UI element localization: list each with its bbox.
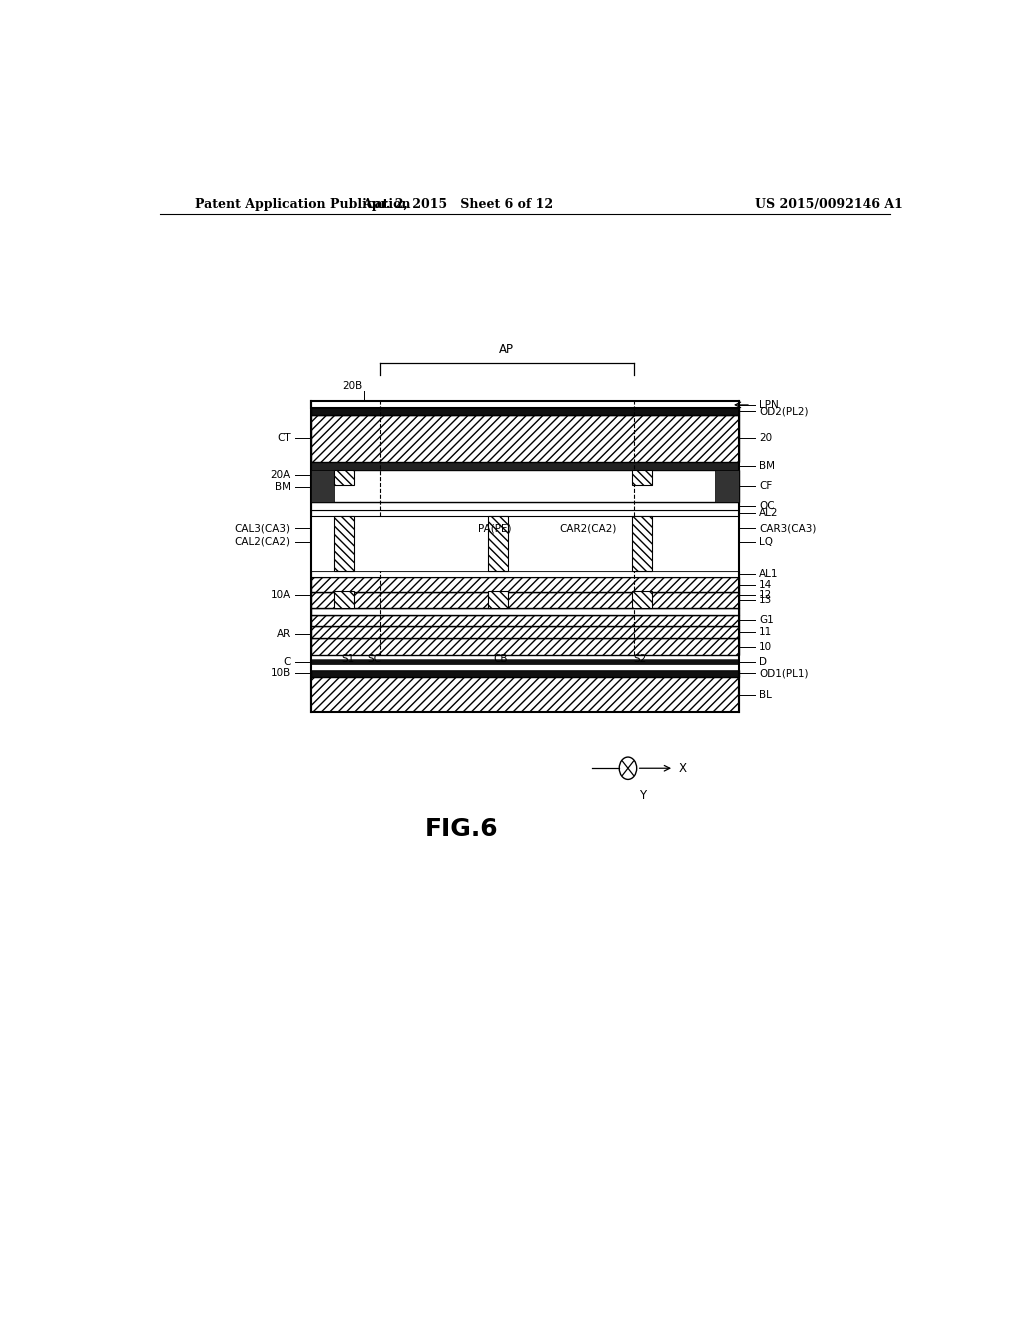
- Bar: [310, 502, 739, 510]
- Text: CF: CF: [759, 482, 772, 491]
- Bar: [310, 470, 739, 502]
- Bar: [487, 516, 508, 572]
- Text: C: C: [284, 656, 291, 667]
- Text: G1: G1: [759, 615, 774, 626]
- Bar: [334, 470, 353, 484]
- Bar: [310, 577, 739, 593]
- Text: OD2(PL2): OD2(PL2): [759, 407, 808, 417]
- Text: 10: 10: [759, 642, 772, 652]
- Text: LQ: LQ: [759, 537, 773, 546]
- Text: LPN: LPN: [759, 400, 778, 411]
- Text: BM: BM: [759, 462, 775, 471]
- Bar: [334, 516, 353, 572]
- Text: X: X: [679, 762, 687, 775]
- Text: CAR2(CA2): CAR2(CA2): [559, 523, 617, 533]
- Bar: [310, 401, 739, 408]
- Bar: [310, 626, 739, 638]
- Text: BM: BM: [274, 482, 291, 491]
- Text: Patent Application Publication: Patent Application Publication: [196, 198, 411, 211]
- Bar: [310, 615, 739, 626]
- Bar: [334, 591, 353, 607]
- Bar: [310, 572, 739, 577]
- Text: S2: S2: [633, 653, 646, 664]
- Bar: [310, 510, 739, 516]
- Bar: [310, 664, 739, 669]
- Text: AP: AP: [499, 343, 514, 355]
- Bar: [310, 669, 739, 677]
- Bar: [310, 408, 739, 414]
- Text: OC: OC: [759, 502, 774, 511]
- Text: Apr. 2, 2015   Sheet 6 of 12: Apr. 2, 2015 Sheet 6 of 12: [361, 198, 553, 211]
- Text: 13: 13: [759, 595, 772, 605]
- Bar: [310, 414, 739, 462]
- Text: 10B: 10B: [270, 668, 291, 678]
- Text: CAL3(CA3): CAL3(CA3): [234, 523, 291, 533]
- Bar: [310, 656, 739, 660]
- Bar: [633, 516, 652, 572]
- Text: CT: CT: [278, 433, 291, 444]
- Text: CAR3(CA3): CAR3(CA3): [759, 523, 816, 533]
- Bar: [310, 660, 739, 664]
- Text: AR: AR: [276, 630, 291, 639]
- Text: 14: 14: [759, 579, 772, 590]
- Bar: [310, 593, 739, 607]
- Text: PA(PE): PA(PE): [478, 523, 511, 533]
- Bar: [310, 638, 739, 656]
- Text: OD1(PL1): OD1(PL1): [759, 668, 808, 678]
- Bar: [487, 591, 508, 607]
- Bar: [715, 470, 739, 502]
- Text: 20B: 20B: [342, 381, 362, 391]
- Text: CAL2(CA2): CAL2(CA2): [234, 537, 291, 546]
- Text: CB: CB: [494, 653, 508, 664]
- Text: 20: 20: [759, 433, 772, 444]
- Bar: [633, 470, 652, 484]
- Text: AL2: AL2: [759, 508, 778, 519]
- Text: US 2015/0092146 A1: US 2015/0092146 A1: [755, 198, 903, 211]
- Bar: [310, 516, 739, 572]
- Text: SC: SC: [367, 653, 381, 664]
- Text: D: D: [759, 656, 767, 667]
- Text: BL: BL: [759, 689, 772, 700]
- Bar: [310, 677, 739, 713]
- Text: FIG.6: FIG.6: [425, 817, 498, 841]
- Text: 10A: 10A: [270, 590, 291, 601]
- Bar: [633, 591, 652, 607]
- Text: 11: 11: [759, 627, 772, 638]
- Text: 12: 12: [759, 590, 772, 601]
- Bar: [310, 462, 739, 470]
- Text: S1: S1: [341, 653, 354, 664]
- Text: AL1: AL1: [759, 569, 778, 579]
- Text: Y: Y: [639, 788, 646, 801]
- Bar: [310, 607, 739, 615]
- Bar: [310, 470, 334, 502]
- Text: 20A: 20A: [270, 470, 291, 479]
